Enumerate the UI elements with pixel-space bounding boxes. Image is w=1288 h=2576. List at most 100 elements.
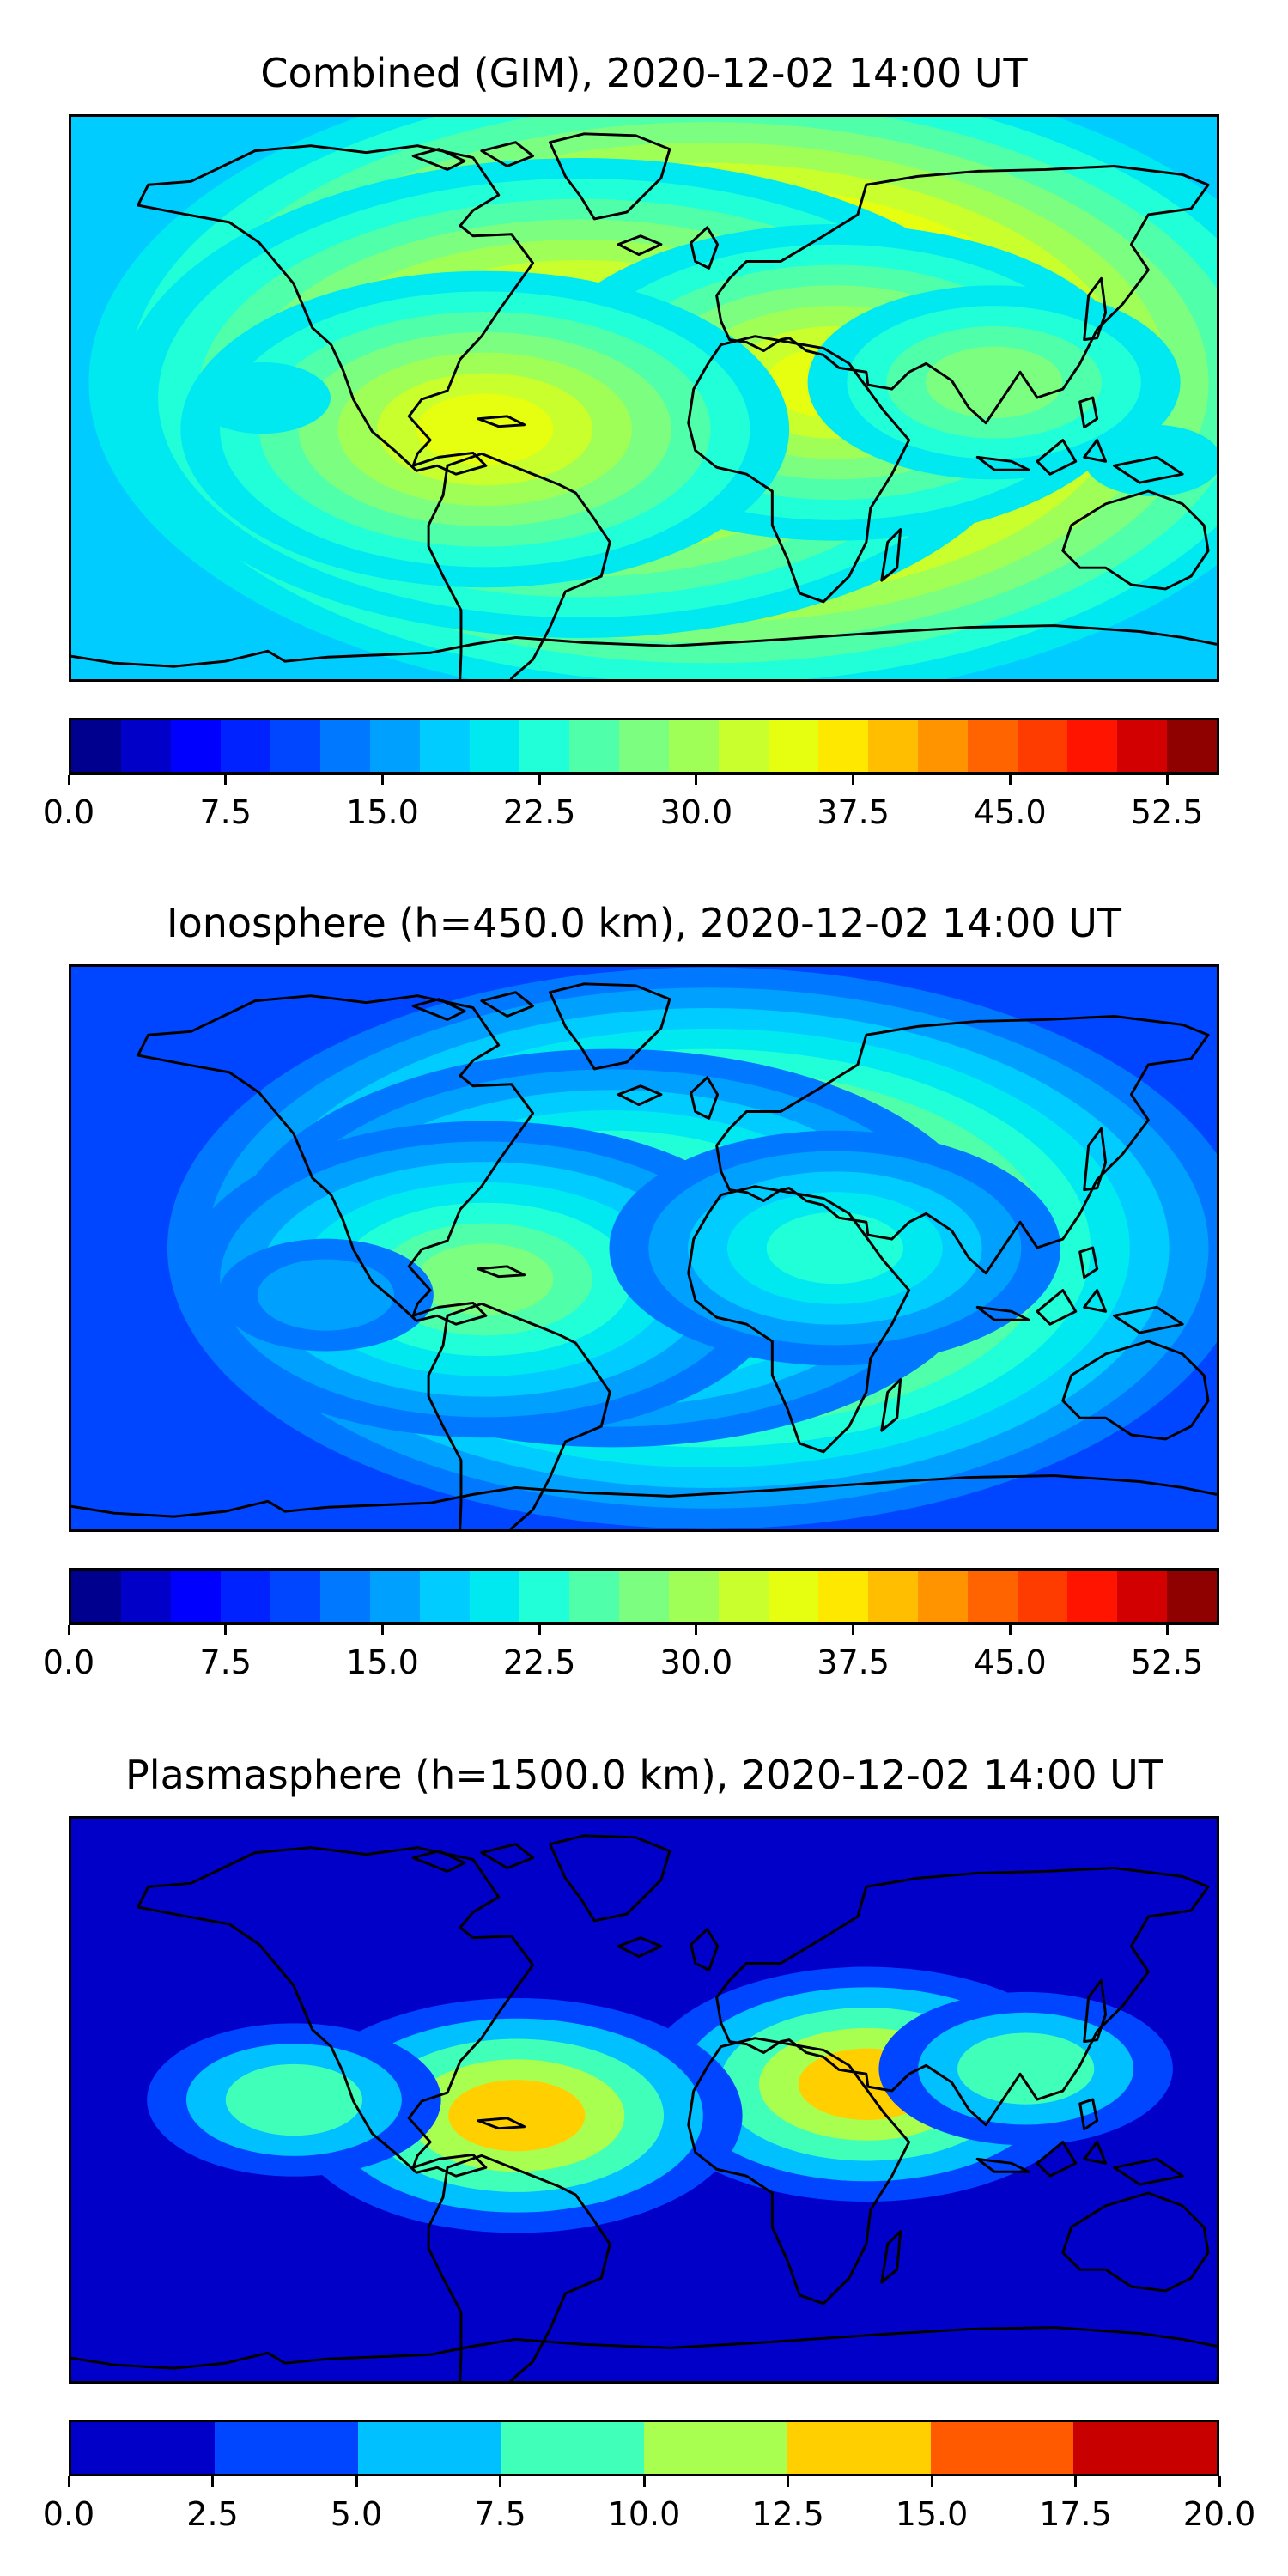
contour-band	[1084, 424, 1217, 496]
panel-title: Ionosphere (h=450.0 km), 2020-12-02 14:0…	[167, 900, 1121, 946]
tick-mark	[787, 2476, 789, 2487]
colorbar-segment	[214, 2422, 358, 2474]
tick-mark	[930, 2476, 933, 2487]
tick-mark	[1165, 1625, 1169, 1635]
colorbar-segment	[818, 1571, 868, 1622]
colorbar-segment	[171, 720, 221, 772]
colorbar-segment	[968, 720, 1018, 772]
colorbar-segment	[270, 1571, 320, 1622]
colorbar-ticks: 0.0 7.5 15.0 22.5 30.0 37.5 45.0 52.5	[43, 775, 1219, 843]
colorbar-segment	[320, 720, 370, 772]
colorbar-segment	[519, 1571, 569, 1622]
tick-mark	[1008, 1625, 1012, 1635]
tick-mark	[380, 1625, 384, 1635]
colorbar	[69, 2420, 1219, 2476]
tick-label: 37.5	[817, 793, 890, 831]
tick-label: 52.5	[1130, 1643, 1204, 1681]
map-plot	[69, 114, 1219, 682]
colorbar-segment	[1167, 1571, 1217, 1622]
tick-mark	[224, 775, 228, 785]
tec-contour-field	[71, 117, 1217, 679]
combined-gim-panel: Combined (GIM), 2020-12-02 14:00 UT 0.0 7…	[0, 0, 1288, 859]
colorbar-segment	[719, 1571, 769, 1622]
tick-label: 10.0	[607, 2495, 681, 2533]
colorbar-segment	[420, 720, 470, 772]
tick-label: 20.0	[1182, 2495, 1256, 2533]
colorbar-segment	[968, 1571, 1018, 1622]
colorbar-segment	[370, 720, 420, 772]
tick-label: 30.0	[659, 793, 733, 831]
colorbar-segment	[569, 1571, 619, 1622]
colorbar	[69, 1568, 1219, 1625]
tick-mark	[499, 2476, 501, 2487]
tick-mark	[67, 1625, 70, 1635]
colorbar-ticks: 0.0 2.5 5.0 7.5 10.0 12.5 15.0 17.5 20.0	[43, 2476, 1255, 2545]
tick-label: 15.0	[346, 1643, 419, 1681]
contour-band	[416, 1243, 554, 1315]
tec-contour-field	[71, 1819, 1217, 2381]
tick-mark	[355, 2476, 358, 2487]
colorbar-segment	[1067, 1571, 1117, 1622]
colorbar-segment	[121, 1571, 171, 1622]
colorbar-segment	[320, 1571, 370, 1622]
tick-label: 2.5	[186, 2495, 239, 2533]
colorbar-segment	[1018, 720, 1067, 772]
contour-band	[925, 346, 1063, 418]
tick-mark	[538, 775, 541, 785]
tick-label: 45.0	[974, 1643, 1047, 1681]
colorbar-segment	[519, 720, 569, 772]
colorbar-segment	[719, 720, 769, 772]
tick-mark	[67, 2476, 70, 2487]
tick-mark	[1074, 2476, 1077, 2487]
plasmasphere-panel: Plasmasphere (h=1500.0 km), 2020-12-02 1…	[0, 1702, 1288, 2561]
colorbar-segment	[470, 1571, 519, 1622]
tick-mark	[852, 775, 855, 785]
tick-label: 12.5	[751, 2495, 824, 2533]
tick-label: 17.5	[1039, 2495, 1112, 2533]
colorbar-segment	[787, 2422, 931, 2474]
colorbar-segment	[1067, 720, 1117, 772]
tick-label: 22.5	[502, 1643, 576, 1681]
panel-title: Plasmasphere (h=1500.0 km), 2020-12-02 1…	[125, 1752, 1163, 1798]
colorbar-segment	[1073, 2422, 1217, 2474]
tick-label: 45.0	[974, 793, 1047, 831]
colorbar-segment	[669, 720, 719, 772]
colorbar-segment	[769, 720, 818, 772]
contour-band	[448, 2080, 586, 2152]
tick-mark	[211, 2476, 214, 2487]
colorbar-segment	[868, 720, 918, 772]
tick-label: 15.0	[895, 2495, 969, 2533]
panel-title: Combined (GIM), 2020-12-02 14:00 UT	[260, 50, 1028, 96]
tick-label: 0.0	[42, 2495, 95, 2533]
contour-band	[257, 1259, 395, 1331]
colorbar-segment	[619, 720, 669, 772]
colorbar-segment	[270, 720, 320, 772]
tec-contour-field	[71, 967, 1217, 1529]
colorbar-ticks: 0.0 7.5 15.0 22.5 30.0 37.5 45.0 52.5	[43, 1625, 1219, 1693]
tick-mark	[224, 1625, 228, 1635]
colorbar-segment	[71, 720, 121, 772]
colorbar-segment	[171, 1571, 221, 1622]
colorbar-segment	[1018, 1571, 1067, 1622]
tick-label: 7.5	[199, 1643, 252, 1681]
map-plot	[69, 964, 1219, 1532]
tick-label: 5.0	[330, 2495, 383, 2533]
map-plot	[69, 1816, 1219, 2384]
colorbar-segment	[357, 2422, 501, 2474]
colorbar-segment	[501, 2422, 644, 2474]
tick-label: 0.0	[42, 793, 95, 831]
colorbar-segment	[71, 1571, 121, 1622]
colorbar-segment	[818, 720, 868, 772]
colorbar-segment	[1117, 720, 1167, 772]
tick-mark	[695, 1625, 698, 1635]
contour-map	[71, 967, 1217, 1529]
tick-label: 7.5	[474, 2495, 526, 2533]
colorbar-segment	[370, 1571, 420, 1622]
colorbar-segment	[569, 720, 619, 772]
colorbar-segment	[930, 2422, 1074, 2474]
colorbar-segment	[1117, 1571, 1167, 1622]
contour-map	[71, 1819, 1217, 2381]
colorbar-segment	[918, 1571, 968, 1622]
tick-mark	[1008, 775, 1012, 785]
tick-mark	[852, 1625, 855, 1635]
